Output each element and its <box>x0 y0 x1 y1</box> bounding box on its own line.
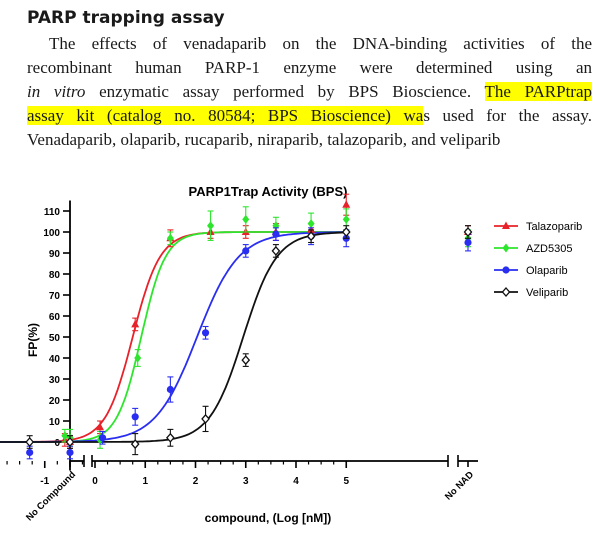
data-point <box>464 238 472 247</box>
data-points <box>25 193 473 460</box>
data-point <box>502 266 510 274</box>
x-tick-label: 5 <box>343 476 349 487</box>
data-point <box>166 233 174 243</box>
data-point <box>98 434 107 442</box>
paragraph-line: The effects of venadaparib on the DNA-bi… <box>27 32 592 56</box>
y-tick-label: 30 <box>49 375 61 386</box>
data-point <box>130 439 140 450</box>
y-tick-label: 60 <box>49 312 61 323</box>
paragraph-line: in vitro enzymatic assay performed by BP… <box>27 80 593 104</box>
data-point <box>241 355 251 366</box>
data-point <box>96 422 105 431</box>
y-tick-label: 50 <box>49 333 61 344</box>
y-axis-label: FP(%) <box>26 323 40 357</box>
x-tick-label: -1 <box>40 476 49 487</box>
chart-title: PARP1Trap Activity (BPS) <box>189 184 348 199</box>
y-tick-label: 70 <box>49 291 61 302</box>
x-tick-label: 1 <box>142 476 148 487</box>
x-tick-label: 4 <box>293 476 299 487</box>
x-axis-label: compound, (Log [nM]) <box>205 511 332 525</box>
data-point <box>166 385 174 394</box>
x-tick-label: 2 <box>193 476 199 487</box>
paragraph-text: Venadaparib, olaparib, rucaparib, nirapa… <box>27 130 501 149</box>
data-point <box>342 200 351 208</box>
paragraph-text: recombinant human PARP-1 enzyme were det… <box>27 58 592 77</box>
y-tick-label: 10 <box>49 417 61 428</box>
parp-trap-chart: PARP1Trap Activity (BPS) FP(%) compound,… <box>0 184 582 525</box>
data-point <box>242 247 250 255</box>
data-point <box>501 287 511 297</box>
y-tick-label: 90 <box>49 249 61 260</box>
x-tick-label: 0 <box>92 476 98 487</box>
data-point <box>66 448 74 457</box>
legend-label: AZD5305 <box>526 243 572 255</box>
x-category-label: No NAD <box>443 469 476 502</box>
data-point <box>502 221 510 229</box>
legend-label: Olaparib <box>526 265 568 277</box>
data-point <box>166 432 175 443</box>
paragraph-text: s used for the assay. <box>423 106 592 125</box>
y-tick-label: 0 <box>54 438 60 449</box>
data-point <box>65 437 75 447</box>
y-tick-label: 100 <box>43 228 60 239</box>
data-point <box>25 437 35 447</box>
paragraph-line: Venadaparib, olaparib, rucaparib, nirapa… <box>27 128 592 152</box>
section-heading: PARP trapping assay <box>27 8 225 28</box>
highlighted-text: assay kit (catalog no. 80584; BPS Biosci… <box>27 106 424 125</box>
paragraph-text: enzymatic assay performed by BPS Bioscie… <box>85 82 485 101</box>
italic-term: in vitro <box>27 82 86 101</box>
data-point <box>134 353 142 363</box>
y-tick-label: 110 <box>44 207 61 218</box>
data-point <box>341 227 351 237</box>
y-tick-label: 40 <box>49 354 61 365</box>
data-point <box>272 230 280 238</box>
data-point <box>131 413 139 421</box>
data-point <box>242 214 250 224</box>
data-point <box>207 221 215 231</box>
highlighted-text: The PARPtrap <box>484 82 593 101</box>
data-point <box>502 243 510 253</box>
paragraph-text: The effects of venadaparib on the DNA-bi… <box>49 34 592 53</box>
data-point <box>342 214 350 224</box>
legend-label: Talazoparib <box>526 221 582 233</box>
data-point <box>201 413 210 424</box>
data-point <box>131 319 140 328</box>
legend-label: Veliparib <box>526 287 568 299</box>
data-point <box>201 329 210 337</box>
data-point <box>26 448 34 457</box>
data-point <box>307 219 315 229</box>
paragraph-line: assay kit (catalog no. 80584; BPS Biosci… <box>27 104 592 128</box>
x-category-label: No Compound <box>24 469 78 523</box>
y-tick-label: 20 <box>49 396 61 407</box>
chart-legend: Talazoparib AZD5305 Olaparib Veliparib <box>494 221 582 299</box>
x-tick-label: 3 <box>243 476 249 487</box>
data-point <box>271 245 281 256</box>
data-point <box>463 227 473 237</box>
data-point <box>306 231 316 242</box>
paragraph-line: recombinant human PARP-1 enzyme were det… <box>27 56 592 80</box>
y-tick-label: 80 <box>49 270 61 281</box>
data-point <box>61 431 69 441</box>
section-paragraph: The effects of venadaparib on the DNA-bi… <box>27 32 593 152</box>
